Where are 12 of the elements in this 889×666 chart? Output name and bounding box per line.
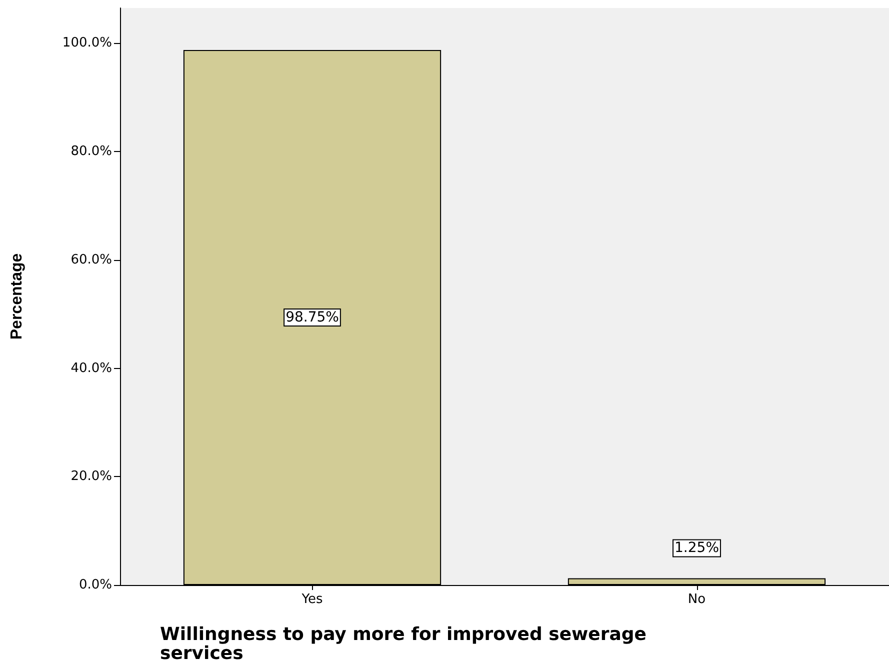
y-tick-label: 20.0% [70,469,112,484]
x-tick-label: Yes [300,592,323,607]
y-axis-title: Percentage [8,253,26,340]
x-tick-label: No [688,592,706,607]
x-axis-title: Willingness to pay more for improved sewerage services [160,624,653,664]
y-tick-label: 0.0% [78,578,112,592]
y-tick-label: 40.0% [70,360,112,376]
data-label: 98.75% [286,309,339,326]
data-label: 1.25% [674,540,719,556]
y-tick-label: 60.0% [70,252,112,268]
y-tick-label: 80.0% [70,144,112,160]
y-tick-label: 100.0% [62,36,112,51]
